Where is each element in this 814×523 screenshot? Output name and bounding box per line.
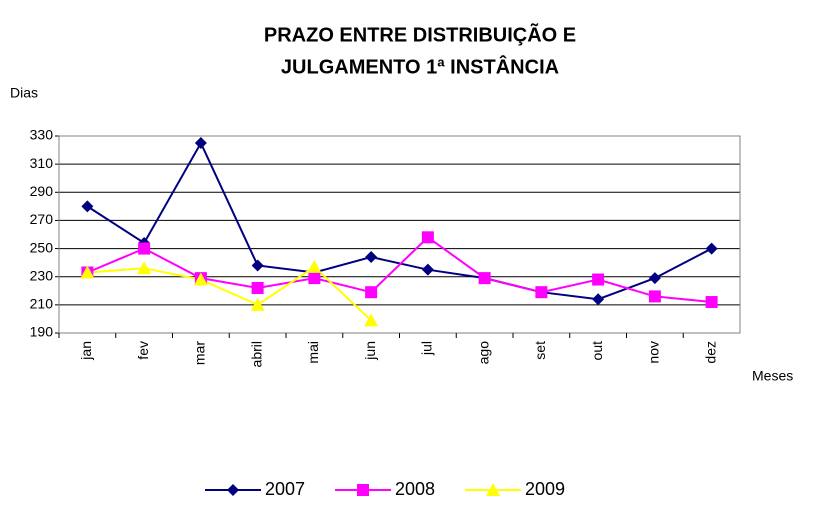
- chart-title: JULGAMENTO 1ª INSTÂNCIA: [281, 54, 559, 78]
- marker: [535, 286, 548, 299]
- x-tick-label: dez: [702, 341, 718, 364]
- series-line: [86, 140, 713, 301]
- legend-label: 2009: [525, 479, 565, 499]
- marker: [478, 272, 491, 285]
- x-tick-label: ago: [475, 341, 491, 365]
- marker: [365, 251, 378, 264]
- y-tick-label: 230: [30, 267, 54, 283]
- marker: [365, 286, 378, 299]
- marker: [648, 272, 661, 285]
- marker: [421, 263, 434, 276]
- marker: [307, 259, 322, 273]
- marker: [705, 296, 718, 309]
- y-tick-label: 290: [30, 183, 54, 199]
- x-tick-label: mar: [192, 341, 208, 365]
- marker: [592, 273, 605, 286]
- marker: [137, 261, 152, 275]
- series-line: [87, 265, 372, 322]
- marker: [227, 484, 239, 496]
- series-line: [86, 236, 712, 304]
- marker: [592, 293, 605, 306]
- marker: [80, 265, 95, 279]
- marker: [364, 313, 379, 327]
- marker: [357, 484, 369, 496]
- marker: [250, 297, 265, 311]
- marker: [251, 259, 264, 272]
- legend-label: 2007: [265, 479, 305, 499]
- marker: [251, 281, 264, 294]
- legend-label: 2008: [395, 479, 435, 499]
- x-axis-label: Meses: [752, 368, 793, 384]
- x-tick-label: jan: [78, 341, 94, 361]
- x-tick-label: abril: [248, 341, 264, 367]
- plot-frame: [58, 135, 741, 334]
- y-tick-label: 330: [30, 127, 54, 143]
- marker: [308, 272, 321, 285]
- y-tick-label: 270: [30, 211, 54, 227]
- marker: [705, 242, 718, 255]
- y-tick-label: 210: [30, 296, 54, 312]
- x-tick-label: fev: [135, 341, 151, 360]
- x-tick-label: mai: [305, 341, 321, 364]
- chart-title: PRAZO ENTRE DISTRIBUIÇÃO E: [264, 23, 576, 46]
- marker: [648, 290, 661, 303]
- y-tick-label: 310: [30, 155, 54, 171]
- marker: [421, 231, 434, 244]
- marker: [486, 483, 500, 496]
- y-axis-label: Dias: [10, 85, 38, 101]
- marker: [194, 137, 207, 150]
- marker: [138, 242, 151, 255]
- marker: [193, 272, 208, 286]
- x-tick-label: jun: [362, 341, 378, 361]
- x-tick-label: nov: [646, 341, 662, 364]
- x-tick-label: out: [589, 341, 605, 361]
- x-tick-label: set: [532, 341, 548, 360]
- y-tick-label: 190: [30, 324, 54, 340]
- y-tick-label: 250: [30, 239, 54, 255]
- marker: [81, 200, 94, 213]
- x-tick-label: jul: [419, 341, 435, 356]
